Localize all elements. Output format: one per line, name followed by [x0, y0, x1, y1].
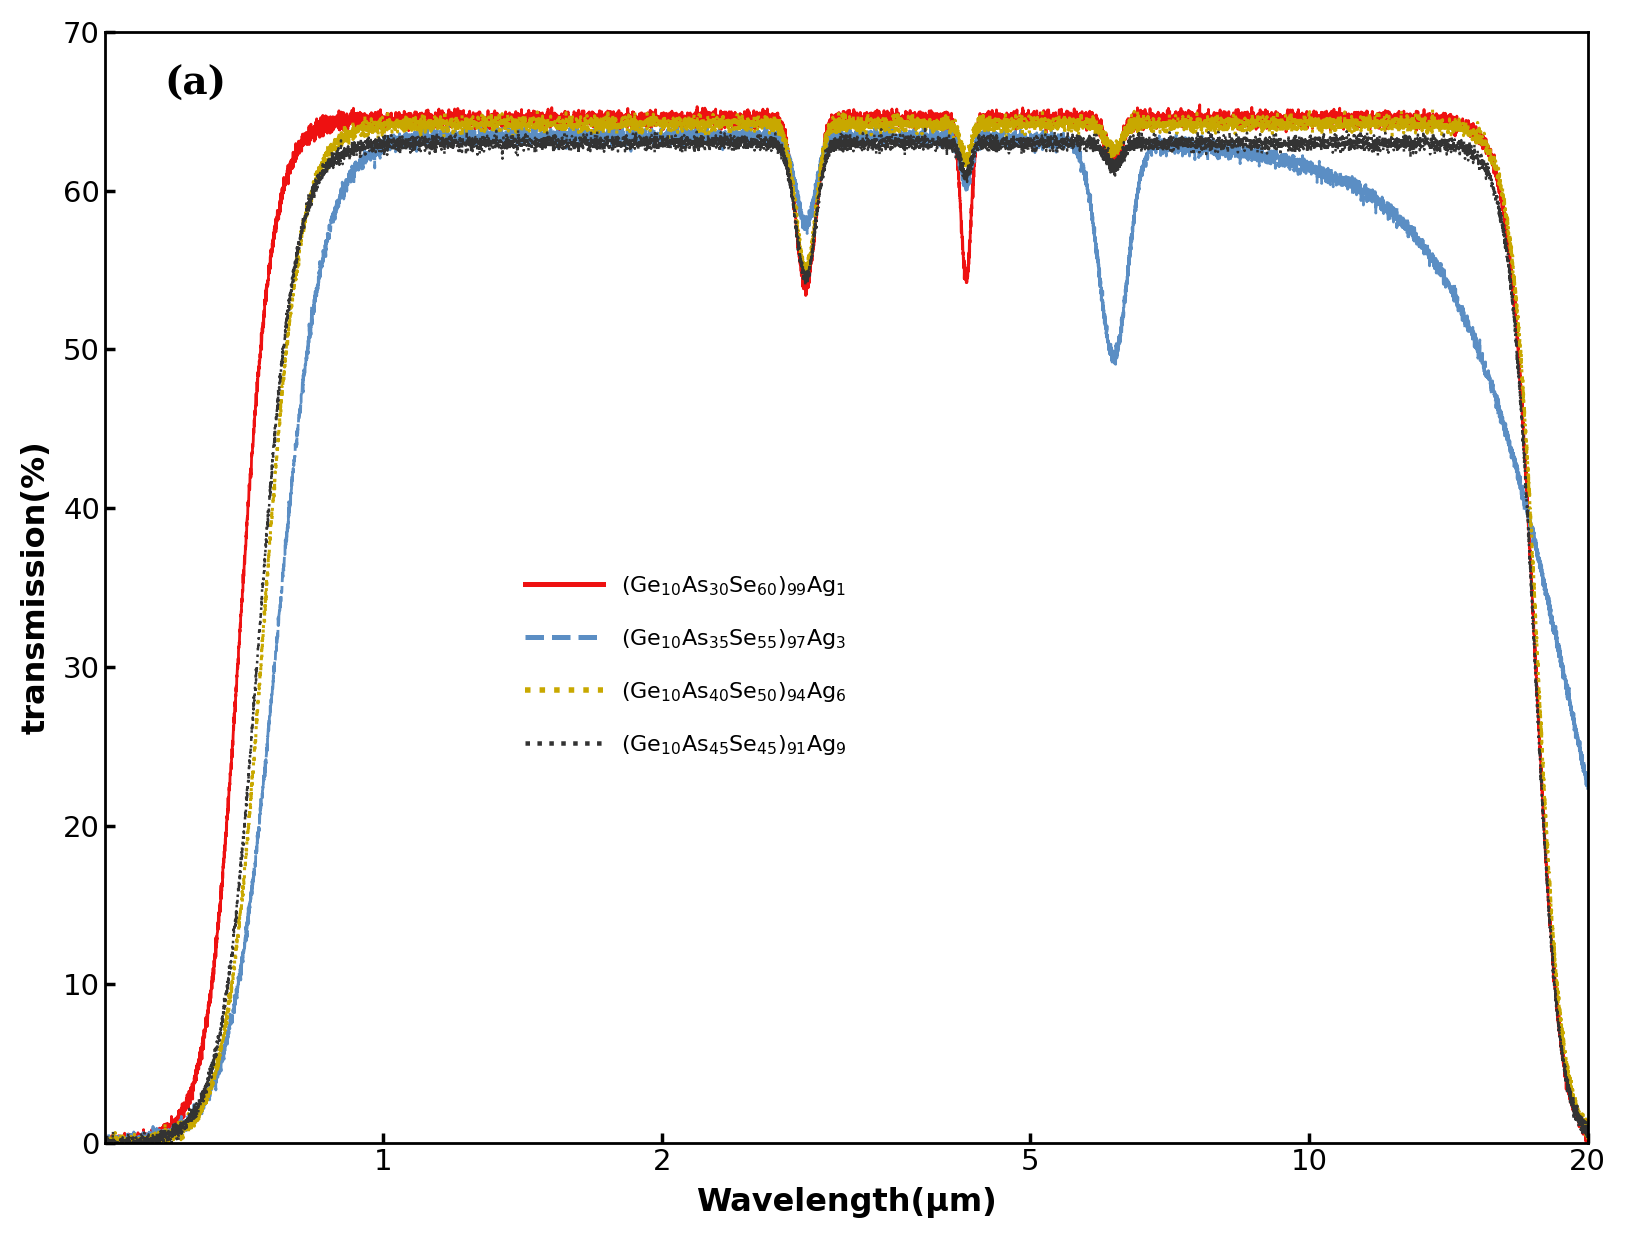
(Ge$_{10}$As$_{45}$Se$_{45}$)$_{91}$Ag$_{9}$	[1578, 1120, 1598, 1135]
(Ge$_{10}$As$_{30}$Se$_{60}$)$_{99}$Ag$_{1}$	[844, 118, 864, 133]
Text: (a): (a)	[164, 66, 226, 103]
(Ge$_{10}$As$_{30}$Se$_{60}$)$_{99}$Ag$_{1}$	[1578, 1127, 1598, 1142]
(Ge$_{10}$As$_{35}$Se$_{55}$)$_{97}$Ag$_{3}$	[553, 116, 573, 131]
(Ge$_{10}$As$_{40}$Se$_{50}$)$_{94}$Ag$_{6}$	[1578, 1119, 1598, 1134]
(Ge$_{10}$As$_{40}$Se$_{50}$)$_{94}$Ag$_{6}$	[454, 113, 473, 128]
(Ge$_{10}$As$_{45}$Se$_{45}$)$_{91}$Ag$_{9}$	[1375, 125, 1394, 140]
(Ge$_{10}$As$_{35}$Se$_{55}$)$_{97}$Ag$_{3}$	[312, 250, 332, 265]
(Ge$_{10}$As$_{35}$Se$_{55}$)$_{97}$Ag$_{3}$	[1376, 198, 1396, 213]
(Ge$_{10}$As$_{30}$Se$_{60}$)$_{99}$Ag$_{1}$	[312, 118, 332, 133]
(Ge$_{10}$As$_{40}$Se$_{50}$)$_{94}$Ag$_{6}$	[312, 154, 332, 169]
(Ge$_{10}$As$_{35}$Se$_{55}$)$_{97}$Ag$_{3}$	[1578, 782, 1598, 797]
(Ge$_{10}$As$_{30}$Se$_{60}$)$_{99}$Ag$_{1}$	[454, 109, 473, 124]
(Ge$_{10}$As$_{35}$Se$_{55}$)$_{97}$Ag$_{3}$	[844, 128, 864, 142]
(Ge$_{10}$As$_{45}$Se$_{45}$)$_{91}$Ag$_{9}$	[216, 983, 236, 997]
Line: (Ge$_{10}$As$_{40}$Se$_{50}$)$_{94}$Ag$_{6}$: (Ge$_{10}$As$_{40}$Se$_{50}$)$_{94}$Ag$_…	[104, 109, 1588, 1144]
(Ge$_{10}$As$_{45}$Se$_{45}$)$_{91}$Ag$_{9}$	[454, 134, 473, 149]
Line: (Ge$_{10}$As$_{30}$Se$_{60}$)$_{99}$Ag$_{1}$: (Ge$_{10}$As$_{30}$Se$_{60}$)$_{99}$Ag$_…	[104, 105, 1588, 1144]
(Ge$_{10}$As$_{40}$Se$_{50}$)$_{94}$Ag$_{6}$	[844, 116, 864, 131]
Line: (Ge$_{10}$As$_{35}$Se$_{55}$)$_{97}$Ag$_{3}$: (Ge$_{10}$As$_{35}$Se$_{55}$)$_{97}$Ag$_…	[104, 124, 1588, 1144]
(Ge$_{10}$As$_{35}$Se$_{55}$)$_{97}$Ag$_{3}$	[96, 1136, 116, 1151]
(Ge$_{10}$As$_{40}$Se$_{50}$)$_{94}$Ag$_{6}$	[216, 1006, 236, 1021]
X-axis label: Wavelength(μm): Wavelength(μm)	[696, 1187, 997, 1218]
(Ge$_{10}$As$_{35}$Se$_{55}$)$_{97}$Ag$_{3}$	[216, 1036, 236, 1051]
(Ge$_{10}$As$_{45}$Se$_{45}$)$_{91}$Ag$_{9}$	[94, 1136, 114, 1151]
(Ge$_{10}$As$_{45}$Se$_{45}$)$_{91}$Ag$_{9}$	[312, 171, 332, 186]
(Ge$_{10}$As$_{40}$Se$_{50}$)$_{94}$Ag$_{6}$	[1186, 114, 1206, 129]
(Ge$_{10}$As$_{30}$Se$_{60}$)$_{99}$Ag$_{1}$	[1189, 98, 1209, 113]
(Ge$_{10}$As$_{35}$Se$_{55}$)$_{97}$Ag$_{3}$	[1188, 138, 1207, 152]
(Ge$_{10}$As$_{30}$Se$_{60}$)$_{99}$Ag$_{1}$	[216, 823, 236, 838]
Legend: (Ge$_{10}$As$_{30}$Se$_{60}$)$_{99}$Ag$_{1}$, (Ge$_{10}$As$_{35}$Se$_{55}$)$_{97: (Ge$_{10}$As$_{30}$Se$_{60}$)$_{99}$Ag$_…	[516, 565, 856, 766]
Line: (Ge$_{10}$As$_{45}$Se$_{45}$)$_{91}$Ag$_{9}$: (Ge$_{10}$As$_{45}$Se$_{45}$)$_{91}$Ag$_…	[104, 126, 1588, 1144]
(Ge$_{10}$As$_{45}$Se$_{45}$)$_{91}$Ag$_{9}$	[916, 119, 936, 134]
(Ge$_{10}$As$_{30}$Se$_{60}$)$_{99}$Ag$_{1}$	[1186, 114, 1206, 129]
(Ge$_{10}$As$_{30}$Se$_{60}$)$_{99}$Ag$_{1}$	[1375, 103, 1394, 118]
(Ge$_{10}$As$_{40}$Se$_{50}$)$_{94}$Ag$_{6}$	[1375, 118, 1394, 133]
(Ge$_{10}$As$_{35}$Se$_{55}$)$_{97}$Ag$_{3}$	[94, 1129, 114, 1144]
Y-axis label: transmission(%): transmission(%)	[21, 441, 52, 735]
(Ge$_{10}$As$_{40}$Se$_{50}$)$_{94}$Ag$_{6}$	[94, 1136, 114, 1151]
(Ge$_{10}$As$_{40}$Se$_{50}$)$_{94}$Ag$_{6}$	[1422, 102, 1442, 116]
(Ge$_{10}$As$_{35}$Se$_{55}$)$_{97}$Ag$_{3}$	[454, 130, 473, 145]
(Ge$_{10}$As$_{45}$Se$_{45}$)$_{91}$Ag$_{9}$	[1188, 141, 1207, 156]
(Ge$_{10}$As$_{30}$Se$_{60}$)$_{99}$Ag$_{1}$	[94, 1136, 114, 1151]
(Ge$_{10}$As$_{45}$Se$_{45}$)$_{91}$Ag$_{9}$	[844, 131, 864, 146]
